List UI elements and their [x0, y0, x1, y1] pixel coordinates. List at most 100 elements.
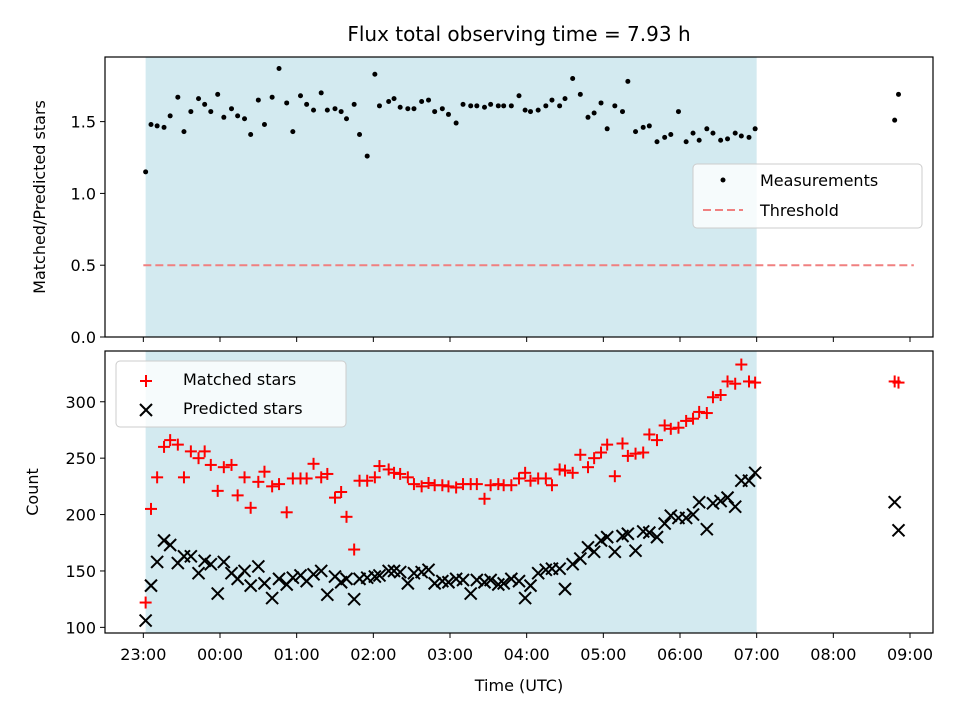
measurement-point — [482, 104, 487, 110]
measurement-point — [261, 121, 267, 127]
x-axis-label: Time (UTC) — [474, 676, 563, 695]
matched-stars-point — [198, 445, 211, 458]
measurement-point — [386, 99, 392, 105]
measurement-point — [154, 123, 160, 129]
measurement-point — [620, 109, 625, 115]
legend-matched-marker — [140, 375, 152, 387]
top-panel: 0.0 0.5 1.0 1.5 Matched/Predicted stars Mea… — [30, 56, 934, 347]
matched-stars-point — [442, 480, 455, 493]
predicted-stars-point — [657, 516, 672, 531]
matched-stars-point — [608, 470, 621, 483]
predicted-stars-point — [272, 572, 286, 586]
measurement-point — [208, 109, 214, 115]
legend-predicted-label: Predicted stars — [183, 399, 303, 418]
measurement-point — [357, 132, 363, 138]
predicted-stars-point — [686, 507, 700, 522]
predicted-stars-point — [700, 522, 714, 536]
matched-stars-point — [574, 448, 587, 461]
matched-stars-point — [651, 434, 663, 447]
measurement-point — [298, 93, 303, 99]
measurement-point — [196, 96, 202, 102]
x-tick-label: 08:00 — [810, 645, 856, 664]
predicted-stars-point — [706, 496, 720, 510]
measurement-point — [255, 97, 261, 103]
matched-stars-point — [706, 391, 719, 404]
predicted-stars-point — [463, 586, 478, 601]
predicted-stars-point — [184, 549, 198, 564]
predicted-stars-point — [664, 508, 678, 523]
matched-stars-point — [588, 452, 601, 465]
bottom-y-axis-label: Count — [23, 468, 42, 516]
matched-stars-point — [266, 480, 279, 493]
predicted-stars-point — [512, 574, 526, 588]
measurement-point — [675, 109, 681, 115]
x-tick-label: 04:00 — [504, 645, 550, 664]
matched-stars-point — [217, 461, 230, 474]
matched-stars-point — [158, 440, 171, 453]
bottom-axes-frame — [104, 350, 934, 634]
matched-stars-point — [637, 446, 650, 459]
measurement-point — [364, 153, 370, 159]
measurement-point — [633, 129, 639, 135]
predicted-stars-point — [237, 564, 252, 578]
matched-stars-point — [680, 414, 693, 427]
measurement-point — [311, 107, 317, 113]
matched-stars-point — [273, 478, 286, 491]
predicted-stars-point — [692, 495, 706, 509]
matched-stars-point — [151, 471, 164, 484]
matched-stars-point — [687, 412, 700, 425]
matched-stars-point — [335, 486, 348, 498]
matched-stars-point — [566, 466, 579, 479]
matched-stars-point — [559, 464, 571, 477]
measurement-point — [528, 109, 533, 115]
measurement-point — [460, 101, 466, 107]
measurement-point — [892, 117, 898, 123]
measurement-point — [522, 107, 528, 113]
measurement-point — [351, 101, 357, 107]
measurement-point — [896, 91, 901, 97]
matched-stars-point — [252, 475, 265, 488]
predicted-stars-point — [594, 533, 608, 548]
measurement-point — [304, 101, 310, 107]
predicted-stars-point — [565, 557, 580, 571]
measurement-point — [535, 107, 541, 113]
bottom-y-tick-label: 150 — [65, 562, 96, 581]
bottom-panel: 100 150 200 250 300 23:00 00:00 01:00 02:00 03:00… — [23, 350, 934, 695]
measurement-point — [640, 124, 646, 130]
bottom-y-tick-label: 300 — [65, 393, 96, 412]
predicted-stars-point — [483, 573, 498, 587]
predicted-stars-point — [504, 572, 519, 586]
measurement-point — [501, 103, 507, 109]
measurement-point — [654, 139, 660, 145]
predicted-stars-point — [628, 543, 643, 558]
legend-matched-label: Matched stars — [183, 370, 296, 389]
predicted-stars-point — [191, 566, 206, 580]
measurement-point — [704, 126, 710, 132]
measurement-point — [549, 97, 555, 103]
predicted-stars-point — [456, 573, 470, 587]
x-tick-label: 01:00 — [274, 645, 320, 664]
measurement-point — [439, 106, 445, 112]
measurement-point — [625, 78, 631, 84]
matched-stars-point — [664, 422, 677, 435]
measurement-point — [161, 124, 167, 130]
matched-stars-point — [244, 501, 257, 514]
measurement-point — [391, 96, 397, 102]
matched-stars-point — [225, 458, 238, 471]
matched-stars-point — [177, 471, 190, 484]
matched-stars-point — [315, 471, 328, 484]
matched-stars-point — [470, 478, 483, 491]
measurement-point — [242, 116, 248, 122]
bottom-y-tick-label: 250 — [65, 449, 96, 468]
predicted-stars-point — [728, 499, 742, 514]
matched-stars-point — [300, 472, 313, 485]
matched-stars-point — [164, 434, 177, 447]
predicted-stars-point — [251, 559, 266, 574]
measurement-point — [445, 111, 451, 117]
matched-stars-point — [545, 479, 558, 492]
predicted-stars-point — [573, 551, 588, 566]
measurement-point — [562, 96, 568, 102]
measurement-point — [411, 106, 417, 112]
measurement-point — [221, 114, 227, 120]
measurement-point — [752, 126, 758, 132]
